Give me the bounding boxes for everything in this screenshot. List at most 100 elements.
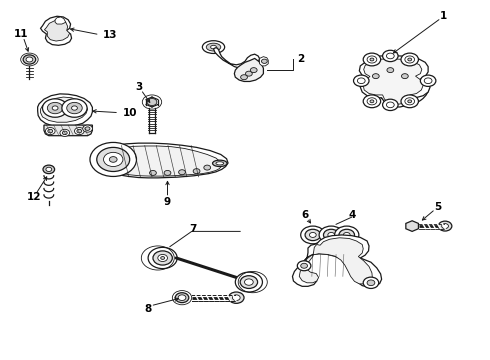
Circle shape xyxy=(367,280,375,285)
Circle shape xyxy=(370,58,374,61)
Polygon shape xyxy=(363,58,423,104)
Circle shape xyxy=(401,53,418,66)
Circle shape xyxy=(401,95,418,108)
Text: 11: 11 xyxy=(14,29,28,39)
Text: 12: 12 xyxy=(27,192,42,202)
Circle shape xyxy=(301,263,308,268)
Circle shape xyxy=(323,229,339,240)
Ellipse shape xyxy=(202,41,224,54)
Polygon shape xyxy=(103,146,222,176)
Circle shape xyxy=(103,152,123,167)
Circle shape xyxy=(77,129,82,133)
Circle shape xyxy=(46,167,52,171)
Polygon shape xyxy=(293,235,382,287)
Ellipse shape xyxy=(206,43,221,51)
Circle shape xyxy=(83,125,93,132)
Circle shape xyxy=(228,292,244,303)
Polygon shape xyxy=(97,143,228,178)
Circle shape xyxy=(383,99,398,111)
Circle shape xyxy=(305,229,320,240)
Polygon shape xyxy=(55,17,66,24)
Circle shape xyxy=(383,50,398,62)
Text: 3: 3 xyxy=(136,82,143,92)
Circle shape xyxy=(74,127,84,135)
Circle shape xyxy=(335,226,359,244)
Circle shape xyxy=(161,257,165,260)
Circle shape xyxy=(424,78,432,84)
Circle shape xyxy=(175,293,189,303)
Circle shape xyxy=(405,56,415,63)
Circle shape xyxy=(48,129,53,133)
Circle shape xyxy=(109,157,117,162)
Circle shape xyxy=(401,74,408,78)
Circle shape xyxy=(235,272,263,292)
Circle shape xyxy=(148,247,177,269)
Circle shape xyxy=(363,53,381,66)
Circle shape xyxy=(363,277,379,288)
Circle shape xyxy=(85,127,90,130)
Circle shape xyxy=(367,56,377,63)
Circle shape xyxy=(193,168,200,174)
Text: 4: 4 xyxy=(349,211,356,220)
Circle shape xyxy=(441,224,448,229)
Circle shape xyxy=(408,100,412,103)
Text: 6: 6 xyxy=(301,211,309,220)
Circle shape xyxy=(43,165,54,174)
Circle shape xyxy=(438,221,452,231)
Circle shape xyxy=(26,57,33,62)
Circle shape xyxy=(250,68,257,73)
Text: 2: 2 xyxy=(297,54,304,64)
Text: 10: 10 xyxy=(123,108,137,118)
Circle shape xyxy=(245,71,252,76)
Polygon shape xyxy=(234,58,264,81)
Circle shape xyxy=(339,229,354,240)
Circle shape xyxy=(395,81,410,91)
Circle shape xyxy=(149,170,156,175)
Circle shape xyxy=(62,99,87,117)
Circle shape xyxy=(23,55,36,64)
Circle shape xyxy=(62,131,67,135)
Polygon shape xyxy=(41,16,72,45)
Polygon shape xyxy=(260,57,268,66)
Circle shape xyxy=(384,73,421,100)
Circle shape xyxy=(178,295,186,301)
Circle shape xyxy=(204,165,211,170)
Circle shape xyxy=(319,226,343,244)
Ellipse shape xyxy=(213,160,227,167)
Circle shape xyxy=(387,68,394,73)
Circle shape xyxy=(376,67,429,105)
Polygon shape xyxy=(44,125,93,136)
Circle shape xyxy=(232,295,240,301)
Circle shape xyxy=(387,102,394,108)
Circle shape xyxy=(97,147,130,171)
Circle shape xyxy=(363,95,381,108)
Circle shape xyxy=(67,102,82,114)
Polygon shape xyxy=(45,20,70,41)
Circle shape xyxy=(370,100,374,103)
Text: 8: 8 xyxy=(145,304,152,314)
Circle shape xyxy=(297,261,311,271)
Circle shape xyxy=(72,106,77,110)
Circle shape xyxy=(43,99,68,117)
Circle shape xyxy=(408,58,412,61)
Circle shape xyxy=(353,75,369,86)
Circle shape xyxy=(46,127,55,135)
Circle shape xyxy=(262,59,267,63)
Circle shape xyxy=(245,279,253,285)
Circle shape xyxy=(60,129,70,136)
Circle shape xyxy=(372,74,379,78)
Circle shape xyxy=(309,233,316,238)
Polygon shape xyxy=(38,94,93,127)
Text: 5: 5 xyxy=(434,202,441,212)
Text: 13: 13 xyxy=(103,30,118,40)
Text: 9: 9 xyxy=(164,197,171,207)
Circle shape xyxy=(367,98,377,105)
Circle shape xyxy=(90,143,137,176)
Circle shape xyxy=(52,106,58,110)
Circle shape xyxy=(387,53,394,59)
Circle shape xyxy=(420,75,436,86)
Text: 7: 7 xyxy=(189,224,196,234)
Polygon shape xyxy=(359,56,430,107)
Polygon shape xyxy=(214,48,260,68)
Circle shape xyxy=(179,170,185,175)
